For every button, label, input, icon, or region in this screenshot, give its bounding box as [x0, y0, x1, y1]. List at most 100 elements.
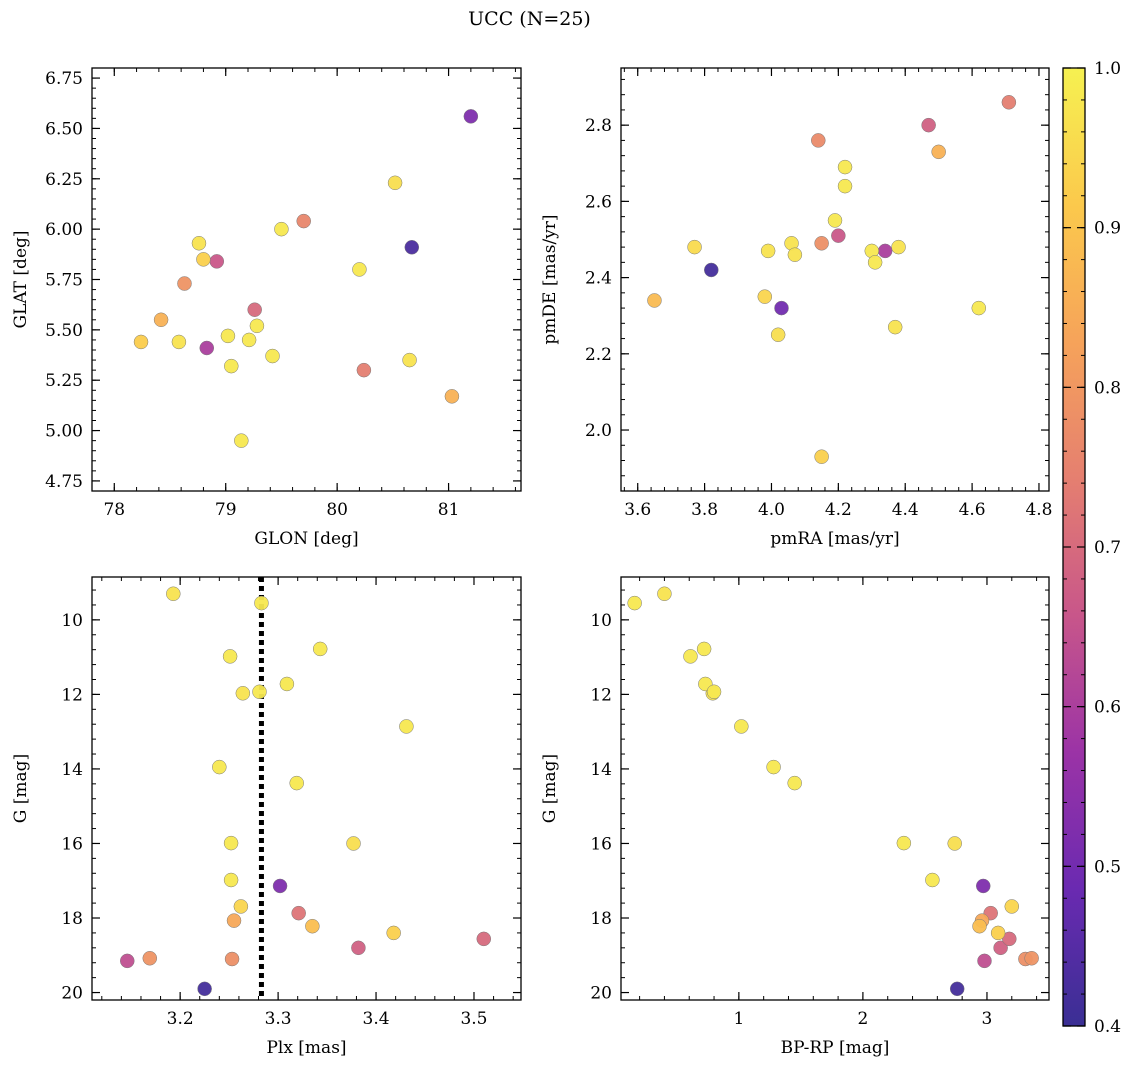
x-tick-label: 3.6 [624, 500, 651, 520]
scatter-point [787, 247, 803, 262]
scatter-point [1024, 951, 1039, 966]
scatter-point [877, 243, 893, 259]
y-tick-label: 5.00 [45, 422, 83, 442]
plot-frame [91, 576, 522, 1001]
scatter-point [265, 348, 280, 364]
scatter-point [352, 262, 367, 277]
y-tick-label: 5.50 [45, 321, 83, 341]
scatter-point [171, 334, 187, 350]
subplot-plx-g: 3.2 3.3 3.4 3.5 10 12 14 16 18 20 Plx [mas] G [mag] [11, 576, 522, 1058]
scatter-point [272, 878, 288, 894]
scatter-point [891, 239, 906, 255]
scatter-point [972, 918, 987, 934]
scatter-point [1004, 899, 1020, 914]
scatter-point [971, 300, 987, 316]
scatter-point [196, 252, 211, 267]
y-tick-label: 5.75 [45, 271, 83, 291]
scatter-point [197, 981, 212, 997]
scatter-point [975, 878, 991, 894]
colorbar-tick-label: 0.8 [1094, 378, 1121, 398]
scatter-point [696, 641, 712, 657]
y-tick-label: 16 [590, 834, 612, 854]
scatter-point [766, 759, 781, 775]
y-tick-label: 16 [61, 834, 83, 854]
scatter-point [212, 759, 227, 775]
x-tick-label: 1 [733, 1009, 744, 1029]
x-tick-label: 79 [215, 500, 237, 520]
scatter-point [463, 109, 479, 124]
x-tick-label: 4.8 [1025, 500, 1052, 520]
x-tick-label: 3.8 [691, 500, 718, 520]
y-axis-label: G [mag] [11, 754, 31, 823]
scatter-point [1002, 931, 1017, 947]
y-axis-label: G [mag] [540, 754, 560, 823]
scatter-point [289, 775, 304, 791]
x-tick-label: 4.4 [892, 500, 919, 520]
scatter-point [706, 684, 722, 700]
data-layer [133, 109, 479, 448]
y-tick-label: 14 [61, 760, 83, 780]
scatter-point [279, 676, 295, 692]
scatter-point [757, 289, 773, 304]
scatter-point [993, 940, 1008, 956]
y-tick-label: 14 [590, 760, 612, 780]
scatter-point [831, 228, 846, 243]
y-tick-label: 2.8 [585, 116, 612, 136]
y-tick-label: 2.6 [585, 192, 612, 212]
scatter-point [247, 302, 262, 317]
x-tick-label: 3.2 [167, 1009, 194, 1029]
scatter-point [387, 175, 403, 191]
scatter-point [209, 254, 225, 269]
y-tick-label: 10 [61, 611, 83, 631]
scatter-point [222, 649, 238, 664]
colorbar: 0.4 0.5 0.6 0.7 0.8 0.9 1.0 [1062, 59, 1121, 1037]
scatter-point [199, 340, 215, 356]
scatter-point [142, 951, 158, 966]
colorbar-tick-label: 0.7 [1094, 538, 1121, 558]
scatter-point [683, 649, 698, 664]
x-tick-label: 4.2 [825, 500, 852, 520]
scatter-point [133, 334, 149, 350]
y-tick-label: 6.25 [45, 170, 83, 190]
scatter-point [1001, 95, 1017, 110]
scatter-point [220, 328, 236, 344]
x-tick-label: 3.3 [265, 1009, 292, 1029]
colorbar-tick-label: 0.9 [1094, 219, 1121, 239]
scatter-point [312, 641, 328, 657]
y-tick-label: 2.2 [585, 345, 612, 365]
scatter-point [687, 239, 702, 255]
scatter-point [305, 918, 320, 934]
y-tick-label: 20 [590, 984, 612, 1004]
scatter-point [949, 981, 965, 997]
y-tick-label: 2.4 [585, 269, 612, 289]
scatter-point [476, 931, 492, 947]
y-tick-label: 18 [590, 909, 612, 929]
scatter-point [627, 595, 642, 611]
scatter-point [402, 352, 417, 368]
scatter-point [947, 836, 962, 851]
y-tick-label: 6.75 [45, 69, 83, 89]
subplot-pmra-pmde: 3.6 3.8 4.0 4.2 4.4 4.6 4.8 2.0 2.2 2.4 2.6 2.8 pmRA… [540, 67, 1052, 549]
scatter-point [153, 312, 169, 328]
plot-frame [620, 67, 1050, 492]
x-axis-label: GLON [deg] [254, 529, 358, 549]
scatter-point [837, 159, 853, 175]
scatter-point [811, 133, 826, 148]
figure-title: UCC (N=25) [468, 8, 591, 30]
y-tick-label: 20 [61, 984, 83, 1004]
x-tick-label: 81 [438, 500, 460, 520]
scatter-point [925, 872, 940, 888]
scatter-point [166, 586, 181, 602]
x-axis-label: BP-RP [mag] [781, 1038, 890, 1058]
scatter-point [977, 953, 992, 969]
data-layer [627, 586, 1039, 997]
scatter-point [224, 951, 240, 967]
scatter-point [296, 213, 311, 229]
scatter-point [734, 719, 749, 734]
y-tick-label: 6.00 [45, 220, 83, 240]
colorbar-tick-label: 0.5 [1094, 857, 1121, 877]
x-tick-label: 80 [326, 500, 348, 520]
